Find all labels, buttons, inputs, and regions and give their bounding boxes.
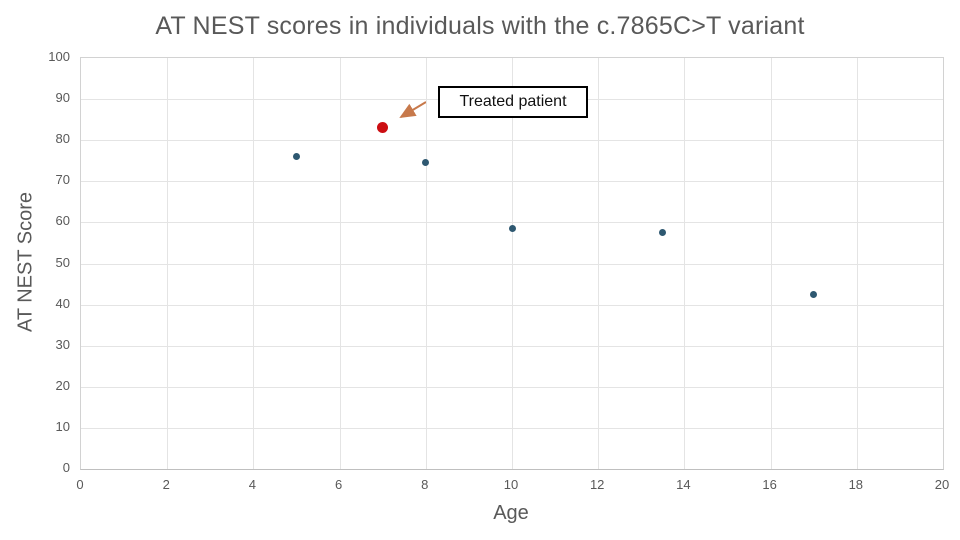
y-tick-label: 90 (55, 90, 70, 106)
y-tick-label: 40 (55, 295, 70, 311)
gridline-vertical (339, 58, 341, 469)
data-point (377, 122, 389, 134)
y-tick-label: 20 (55, 377, 70, 393)
data-point (422, 159, 430, 167)
x-tick-label: 4 (248, 477, 256, 492)
x-axis-title: Age (493, 502, 529, 524)
arrow-line (399, 101, 427, 119)
data-point (810, 290, 818, 298)
x-tick-label: 14 (676, 477, 691, 492)
gridline-vertical (770, 58, 772, 469)
gridline-vertical (512, 58, 513, 469)
x-tick-label: 16 (762, 477, 777, 492)
x-tick-label: 10 (503, 477, 519, 492)
gridline-vertical (598, 58, 600, 469)
y-tick-label: 10 (55, 418, 70, 434)
x-tick-label: 20 (934, 477, 950, 492)
annotation-label: Treated patient (459, 93, 567, 110)
gridline-vertical (425, 58, 427, 469)
y-tick-label: 60 (55, 213, 70, 229)
x-tick-label: 8 (421, 477, 429, 492)
x-tick-label: 18 (848, 477, 864, 492)
gridline-vertical (167, 58, 169, 469)
y-tick-label: 0 (62, 460, 70, 475)
x-tick-label: 2 (162, 477, 170, 492)
x-tick-label: 0 (76, 477, 84, 492)
gridline-vertical (253, 58, 255, 469)
gridline-vertical (684, 58, 686, 469)
y-tick-label: 70 (55, 172, 70, 188)
y-tick-label: 100 (48, 49, 70, 64)
chart-title: AT NEST scores in individuals with the c… (155, 12, 805, 40)
data-point (659, 229, 667, 237)
x-tick-label: 12 (589, 477, 605, 492)
x-tick-label: 6 (334, 477, 343, 492)
data-point (293, 153, 300, 161)
data-point (508, 225, 516, 233)
y-tick-label: 50 (55, 254, 70, 270)
annotation-box: Treated patient (438, 86, 588, 118)
y-tick-label: 30 (55, 336, 70, 352)
y-tick-label: 80 (55, 131, 70, 147)
gridline-vertical (856, 58, 858, 469)
plot-area (80, 57, 944, 470)
